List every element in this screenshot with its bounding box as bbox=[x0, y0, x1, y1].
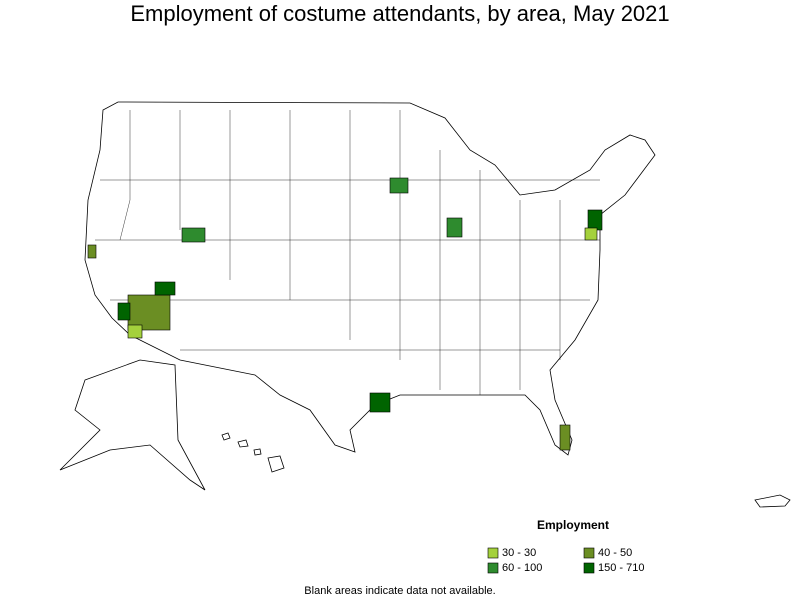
area-region bbox=[446, 217, 463, 238]
legend-swatch bbox=[487, 547, 499, 559]
puerto-rico bbox=[754, 494, 791, 508]
area-region bbox=[87, 244, 97, 259]
area-region bbox=[369, 392, 391, 413]
legend-swatch bbox=[583, 562, 595, 574]
legend-label: 40 - 50 bbox=[598, 547, 632, 559]
legend: 30 - 30 40 - 50 60 - 100 150 - 710 bbox=[487, 547, 644, 574]
area-region bbox=[181, 227, 206, 243]
area-region bbox=[584, 227, 598, 241]
legend-label: 60 - 100 bbox=[502, 562, 542, 574]
legend-swatch bbox=[583, 547, 595, 559]
alaska bbox=[59, 359, 206, 491]
area-region bbox=[559, 424, 571, 451]
legend-title: Employment bbox=[537, 518, 609, 532]
legend-label: 150 - 710 bbox=[598, 562, 644, 574]
map-title: Employment of costume attendants, by are… bbox=[130, 1, 669, 26]
area-region bbox=[389, 177, 409, 194]
legend-label: 30 - 30 bbox=[502, 547, 536, 559]
hawaii bbox=[221, 432, 285, 473]
area-region bbox=[154, 281, 176, 296]
area-region bbox=[127, 294, 171, 331]
legend-swatch bbox=[487, 562, 499, 574]
area-borders bbox=[95, 110, 600, 395]
footnote: Blank areas indicate data not available. bbox=[304, 585, 495, 597]
area-region bbox=[587, 209, 603, 231]
area-region bbox=[127, 324, 143, 339]
area-region bbox=[117, 302, 131, 321]
